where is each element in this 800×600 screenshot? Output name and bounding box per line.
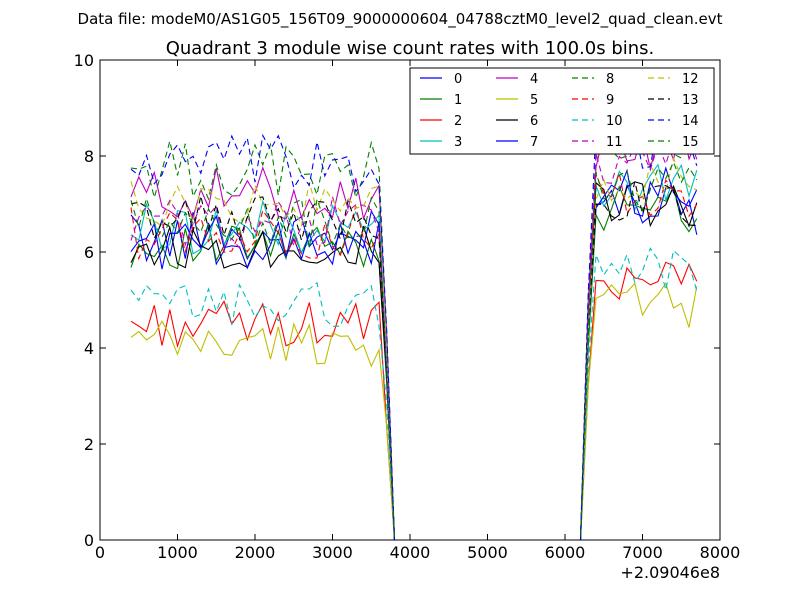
x-tick-label: 2000 [235,543,276,562]
y-tick-label: 2 [84,435,94,454]
x-tick-label: 7000 [622,543,663,562]
series-line-4 [130,120,698,541]
legend-label-0: 0 [454,72,462,87]
series-line-7 [130,166,698,541]
series-line-9 [130,172,698,541]
legend-label-12: 12 [682,72,699,87]
x-tick-label: 6000 [545,543,586,562]
x-tick-label: 4000 [390,543,431,562]
y-tick-label: 8 [84,147,94,166]
legend-label-13: 13 [682,93,699,108]
legend-label-14: 14 [682,114,699,129]
series-line-0 [130,183,698,541]
legend-label-1: 1 [454,93,462,108]
series-line-5 [130,282,698,541]
series-line-6 [130,181,698,541]
x-tick-label: 0 [95,543,105,562]
series-line-1 [130,185,698,541]
series-line-2 [130,261,698,541]
legend-label-2: 2 [454,114,462,129]
legend-label-9: 9 [606,93,614,108]
chart-suptitle: Data file: modeM0/AS1G05_156T09_90000006… [78,10,723,29]
y-tick-label: 4 [84,339,94,358]
y-tick-label: 10 [74,51,94,70]
legend-label-10: 10 [606,114,623,129]
legend-label-6: 6 [530,114,538,129]
legend-label-5: 5 [530,93,538,108]
legend-label-15: 15 [682,135,699,150]
chart-title: Quadrant 3 module wise count rates with … [166,38,655,59]
legend-label-11: 11 [606,135,623,150]
x-offset-label: +2.09046e8 [620,563,720,582]
series-layer [130,113,698,541]
y-tick-label: 0 [84,531,94,550]
y-tick-label: 6 [84,243,94,262]
series-line-8 [130,113,698,541]
series-line-13 [130,181,697,541]
series-line-15 [130,160,698,541]
legend-label-3: 3 [454,135,462,150]
legend-label-7: 7 [530,135,538,150]
x-tick-label: 3000 [312,543,353,562]
series-line-14 [130,116,698,541]
x-tick-label: 5000 [467,543,508,562]
series-line-12 [130,156,698,541]
legend-label-4: 4 [530,72,538,87]
legend-box [409,67,715,155]
legend-label-8: 8 [606,72,614,87]
x-tick-label: 8000 [700,543,741,562]
x-tick-label: 1000 [157,543,198,562]
